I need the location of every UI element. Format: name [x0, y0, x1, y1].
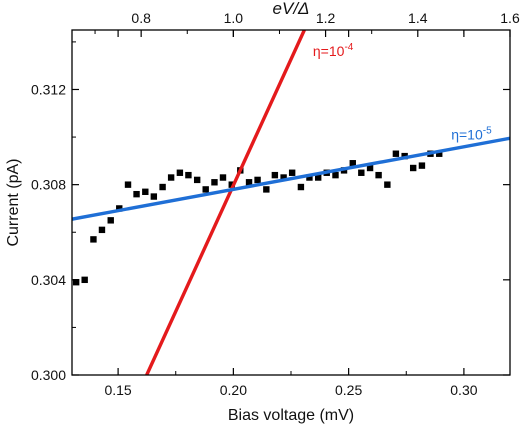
eta-annotation-base: η=10: [313, 43, 345, 59]
plot-series: [72, 30, 510, 375]
data-point: [90, 236, 97, 243]
data-point: [193, 176, 201, 184]
x-axis-title: Bias voltage (mV): [228, 407, 354, 424]
plot-frame: [71, 29, 511, 376]
top-tick-label: 1.2: [316, 10, 336, 26]
data-point: [167, 174, 175, 181]
y-tick-label: 0.300: [31, 367, 66, 383]
eta-annotation-base: η=10: [451, 126, 483, 142]
eta-annotation: η=10-4: [313, 42, 354, 59]
data-point: [159, 183, 166, 191]
eta-annotation-exponent: -5: [483, 125, 492, 136]
data-point: [384, 181, 391, 188]
data-point: [280, 174, 287, 181]
data-point: [107, 217, 114, 224]
data-point: [271, 171, 279, 179]
fit-line-2: [72, 136, 510, 221]
top-tick-label: 1.0: [224, 10, 244, 26]
data-point: [72, 279, 80, 286]
data-point: [436, 150, 443, 157]
data-point: [116, 205, 123, 212]
data-point: [288, 169, 296, 176]
data-point: [358, 169, 365, 176]
data-point: [211, 179, 218, 186]
eta-annotation-exponent: -4: [344, 42, 353, 53]
data-point: [297, 183, 305, 191]
data-point: [349, 160, 356, 167]
top-axis-title: eV/Δ: [273, 0, 310, 18]
y-tick-label: 0.304: [31, 272, 66, 288]
data-point: [228, 181, 235, 188]
data-point: [219, 174, 227, 181]
data-point: [133, 190, 140, 198]
data-point: [98, 226, 106, 234]
data-point: [409, 164, 417, 172]
data-point: [176, 169, 184, 176]
y-tick-label: 0.308: [31, 177, 66, 193]
x-tick-label: 0.15: [104, 382, 131, 398]
x-tick-label: 0.25: [335, 382, 362, 398]
x-tick-label: 0.30: [450, 382, 477, 398]
x-tick-label: 0.20: [220, 382, 247, 398]
data-point: [142, 188, 149, 195]
data-point: [375, 171, 382, 179]
fit-line-1: [145, 30, 306, 375]
data-point: [81, 276, 88, 284]
eta-annotation: η=10-5: [451, 125, 492, 142]
top-tick-label: 1.6: [500, 10, 520, 26]
data-point: [202, 186, 209, 193]
data-point: [150, 193, 158, 200]
data-point: [315, 174, 322, 181]
data-point: [418, 162, 426, 169]
data-point: [263, 186, 270, 193]
data-point: [306, 174, 313, 181]
y-tick-label: 0.312: [31, 81, 66, 97]
data-point: [254, 176, 261, 184]
data-point: [366, 164, 374, 172]
data-point: [245, 179, 253, 186]
y-axis-title: Current (pA): [5, 158, 22, 246]
data-point: [332, 171, 339, 179]
top-tick-label: 1.4: [408, 10, 428, 26]
data-point: [185, 171, 192, 179]
data-point: [124, 181, 132, 188]
top-tick-label: 0.8: [131, 10, 151, 26]
data-point: [392, 150, 400, 157]
